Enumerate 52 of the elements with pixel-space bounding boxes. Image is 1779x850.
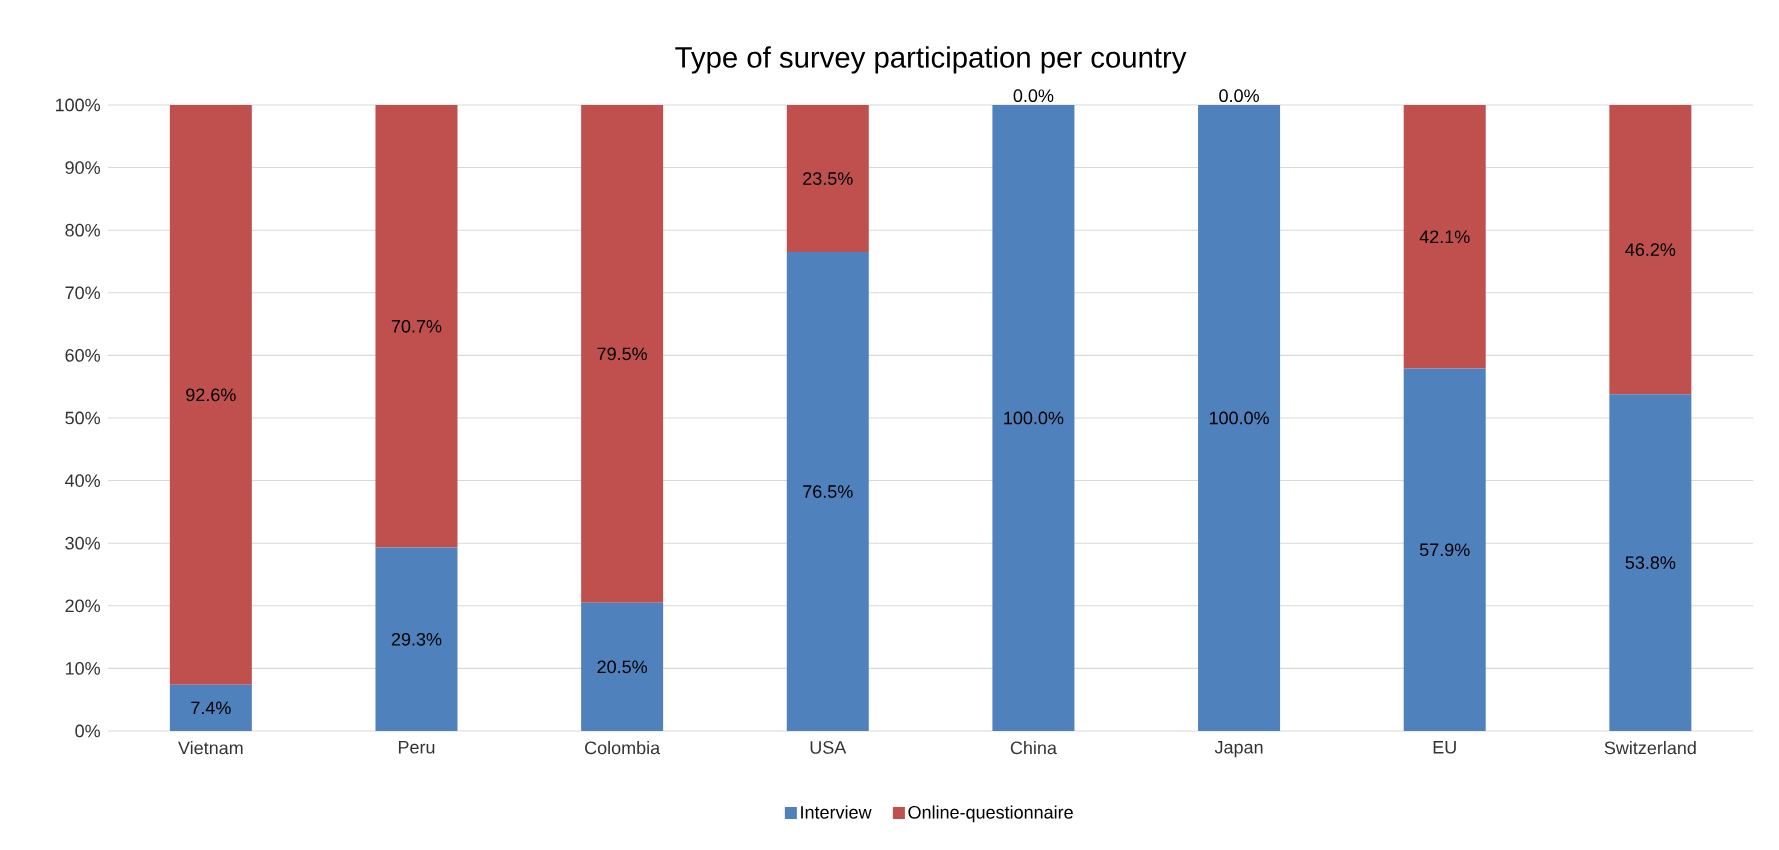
x-tick-label: USA [810, 741, 847, 754]
bar [1198, 104, 1281, 731]
x-tick-label: Switzerland [1604, 741, 1696, 755]
data-label: 0.0% [1013, 89, 1054, 103]
data-label: 76.5% [803, 485, 853, 498]
data-label: 79.5% [597, 347, 648, 361]
bar [169, 684, 252, 731]
data-label: 7.4% [191, 701, 231, 715]
x-tick-label: Vietnam [178, 741, 243, 755]
data-label: 46.2% [1625, 243, 1676, 256]
data-label: 92.6% [186, 388, 236, 402]
bar [992, 104, 1075, 731]
bar [1609, 104, 1692, 395]
y-tick-label: 10% [65, 662, 100, 675]
data-label: 29.3% [391, 632, 442, 646]
x-tick-label: Peru [398, 741, 435, 754]
bar [581, 104, 664, 603]
bar [375, 104, 458, 548]
bar [1403, 368, 1486, 731]
bar [169, 104, 252, 685]
data-label: 70.7% [391, 319, 442, 333]
y-tick-label: 70% [65, 286, 100, 300]
y-tick-label: 60% [65, 349, 100, 362]
x-tick-label: Japan [1214, 741, 1263, 758]
bar [581, 602, 664, 731]
data-label: 20.5% [597, 660, 648, 674]
bar [375, 547, 458, 731]
y-tick-label: 20% [65, 599, 100, 613]
data-label: 42.1% [1419, 230, 1470, 244]
data-label: 100.0% [1004, 411, 1064, 425]
y-tick-label: 30% [65, 536, 100, 550]
y-tick-label: 50% [65, 411, 100, 425]
x-tick-label: China [1010, 741, 1057, 755]
y-tick-label: 100% [55, 98, 100, 112]
data-label: 53.8% [1625, 556, 1676, 569]
data-label: 23.5% [803, 172, 853, 185]
bar [786, 252, 869, 731]
y-tick-label: 40% [65, 474, 100, 487]
legend-label: Online-questionnaire [908, 805, 1073, 823]
x-tick-label: Colombia [585, 741, 661, 755]
bar [786, 104, 869, 253]
bar [1609, 394, 1692, 731]
y-tick-label: 90% [65, 161, 100, 174]
x-tick-label: EU [1433, 741, 1456, 754]
data-label: 0.0% [1219, 89, 1259, 103]
y-tick-label: 80% [65, 223, 100, 237]
bar [1403, 104, 1486, 369]
data-label: 57.9% [1419, 543, 1470, 557]
legend-label: Interview [801, 805, 872, 819]
chart-title: Type of survey participation per country [675, 46, 1187, 74]
data-label: 100.0% [1209, 411, 1269, 425]
y-tick-label: 0% [75, 724, 100, 738]
